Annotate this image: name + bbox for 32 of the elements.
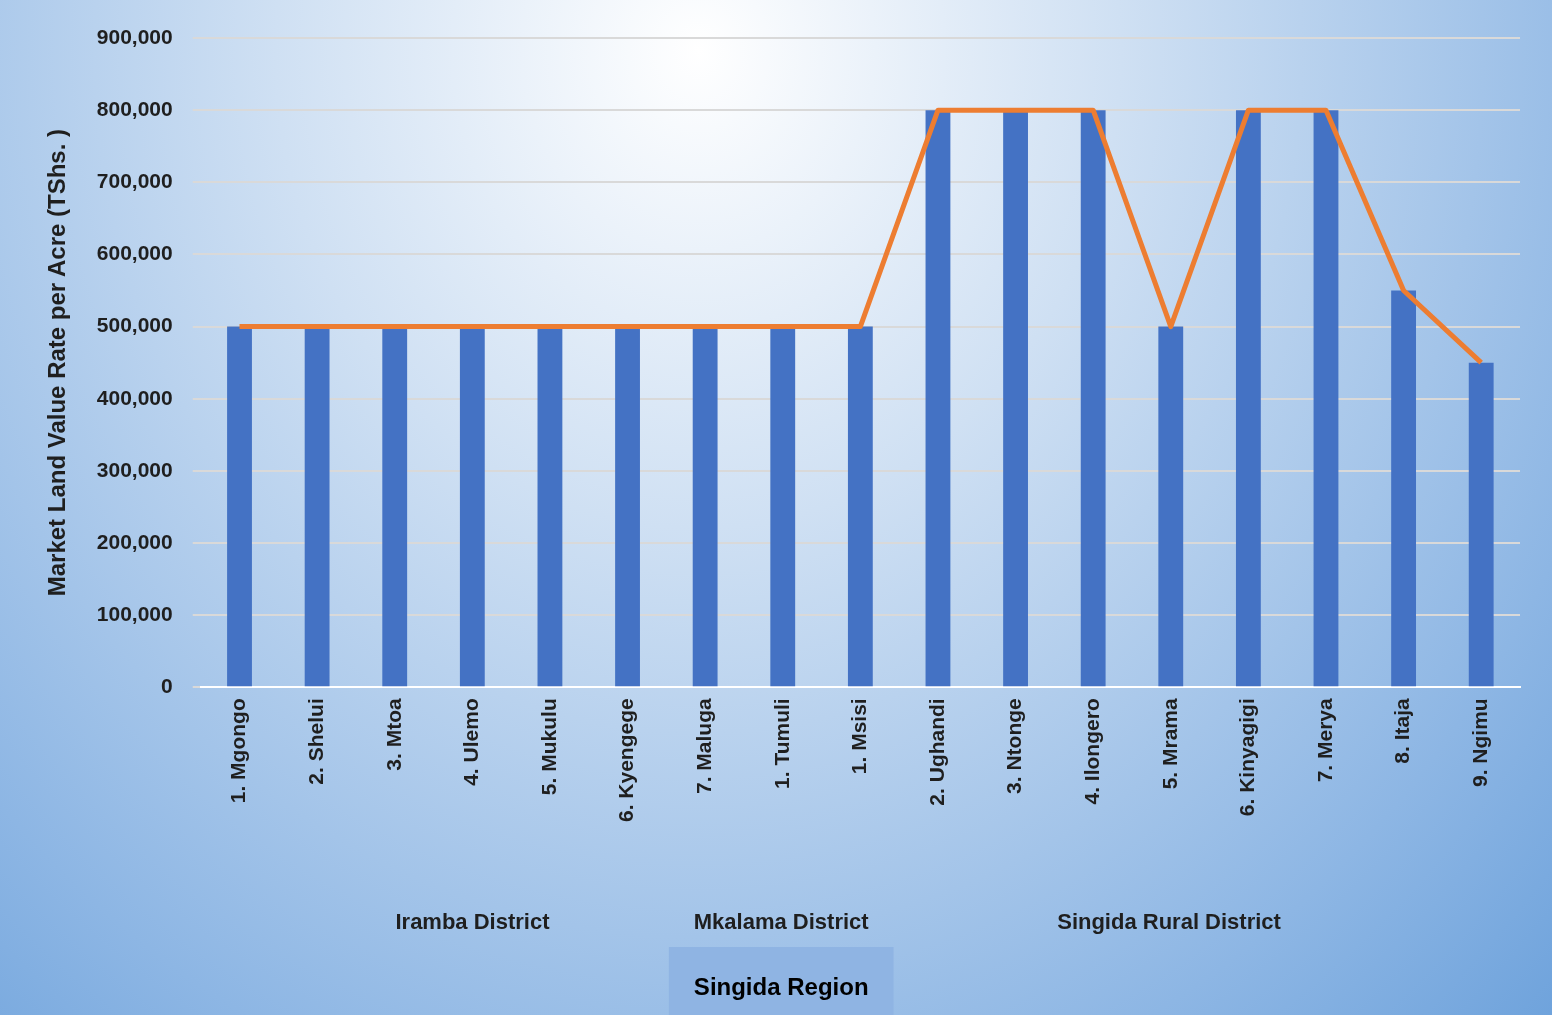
x-tick-label: 5. Mukulu [536,698,560,796]
x-tick-label: 7. Merya [1312,697,1336,783]
x-tick-label: 6. Kinyagigi [1235,698,1259,817]
x-tick-label: 1. Mgongo [226,698,250,804]
text: Singida Rural District [1057,909,1282,935]
x-tick-label: 7. Maluga [691,697,715,794]
x-tick-label: 4. Ilongero [1079,698,1103,805]
text: Singida Region [693,972,869,1000]
text: Iramba District [395,909,551,935]
y-tick-label: 300,000 [96,457,173,481]
x-tick-label: 5. Mrama [1157,697,1181,790]
x-tick-label: 3. Ntonge [1002,698,1026,794]
y-tick-label: 900,000 [96,24,173,48]
x-tick-label: 8. Itaja [1390,697,1414,764]
y-tick-label: 600,000 [96,241,173,265]
y-tick-label: 200,000 [96,529,173,553]
y-tick-label: 100,000 [96,601,173,625]
text: Mkalama District [693,909,870,935]
y-tick-label: 500,000 [96,313,173,337]
x-tick-label: 6. Kyengege [614,698,638,823]
y-axis-title: Market Land Value Rate per Acre (TShs. ) [43,129,71,597]
y-tick-label: 800,000 [96,96,173,120]
y-tick-label: 700,000 [96,169,173,193]
y-tick-label: 400,000 [96,385,173,409]
x-tick-label: 2. Shelui [303,698,327,785]
x-tick-label: 1. Tumuli [769,698,793,789]
x-tick-label: 3. Mtoa [381,697,405,771]
x-tick-label: 9. Ngimu [1467,698,1491,787]
x-tick-label: 2. Ughandi [924,698,948,806]
x-tick-label: 4. Ulemo [459,698,483,786]
x-tick-label: 1. Msisi [847,698,871,775]
y-tick-label: 0 [161,674,173,698]
